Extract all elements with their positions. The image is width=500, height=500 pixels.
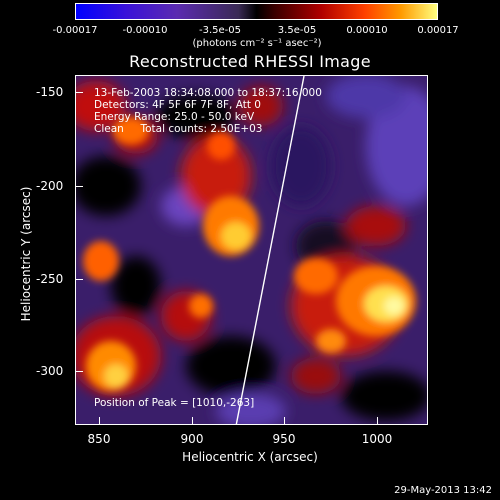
y-tick-label: -300 [36,364,64,378]
y-tick-mark [75,92,83,93]
colorbar-tick-label: -0.00017 [52,25,98,36]
x-tick-label: 950 [272,432,296,446]
colorbar-tick-label: -0.00010 [122,25,168,36]
clean-counts-annotation: Clean Total counts: 2.50E+03 [94,123,263,135]
peak-position-annotation: Position of Peak = [1010,-263] [94,397,255,409]
y-axis-label: Heliocentric Y (arcsec) [19,186,33,322]
colorbar-tick-label: -3.5e-05 [199,25,241,36]
x-tick-mark [192,417,193,425]
colorbar-tick-label: 0.00017 [417,25,459,36]
x-tick-label: 850 [87,432,111,446]
image-plot-area: 13-Feb-2003 18:34:08.000 to 18:37:16.000… [75,75,428,425]
x-tick-label: 1000 [361,432,393,446]
x-tick-label: 900 [180,432,204,446]
y-tick-label: -250 [36,272,64,286]
timestamp: 29-May-2013 13:42 [394,485,492,496]
heatmap-image [76,76,427,424]
x-tick-mark [284,417,285,425]
colorbar-tick-label: 3.5e-05 [277,25,317,36]
y-tick-label: -200 [36,179,64,193]
detectors-annotation: Detectors: 4F 5F 6F 7F 8F, Att 0 [94,99,261,111]
energy-range-annotation: Energy Range: 25.0 - 50.0 keV [94,111,255,123]
colorbar [75,3,438,20]
x-axis-label: Heliocentric X (arcsec) [182,450,318,464]
x-tick-mark [377,417,378,425]
time-range-annotation: 13-Feb-2003 18:34:08.000 to 18:37:16.000 [94,87,322,99]
colorbar-units: (photons cm⁻² s⁻¹ asec⁻²) [192,38,322,49]
y-tick-label: -150 [36,85,64,99]
solar-limb-curve [235,76,305,424]
y-tick-mark [75,279,83,280]
y-tick-mark [75,371,83,372]
y-tick-mark [75,186,83,187]
plot-title: Reconstructed RHESSI Image [129,52,371,71]
colorbar-tick-label: 0.00010 [346,25,388,36]
x-tick-mark [99,417,100,425]
